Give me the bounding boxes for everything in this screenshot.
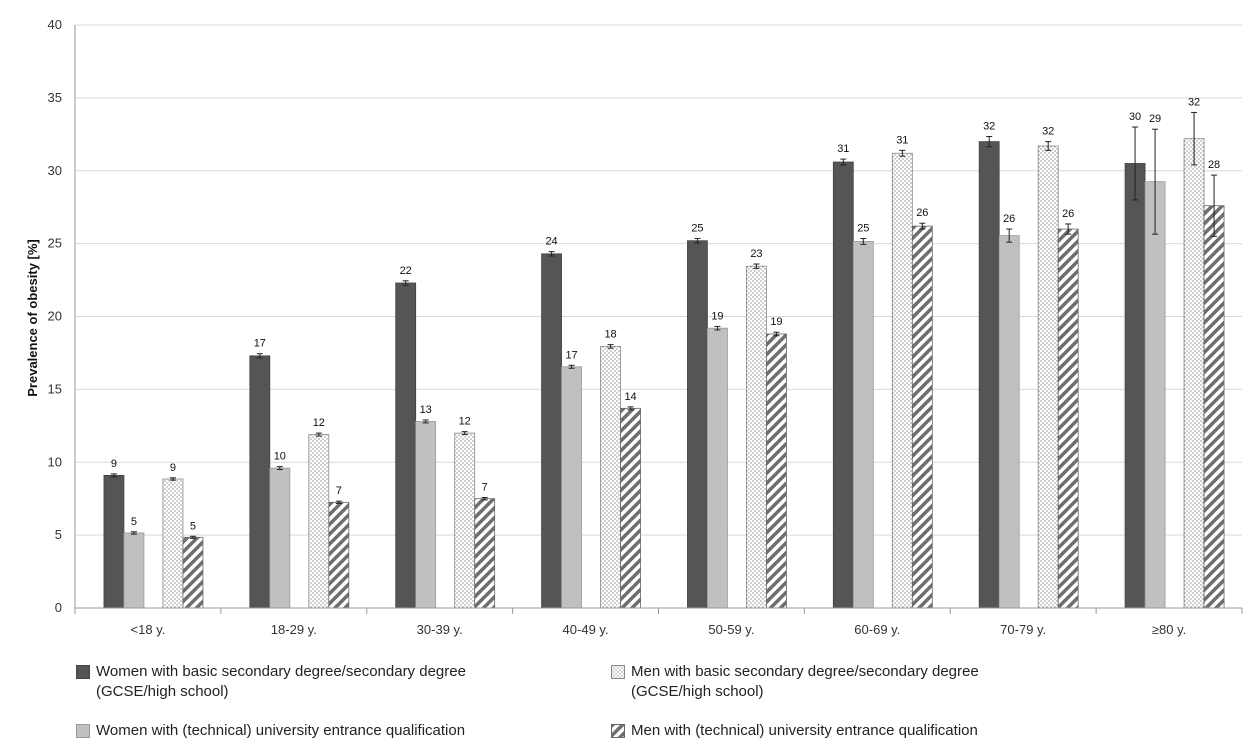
x-tick-label: <18 y. — [131, 622, 166, 637]
data-label: 7 — [336, 485, 342, 497]
y-tick-label: 30 — [48, 163, 62, 178]
data-label: 12 — [313, 417, 325, 429]
data-label: 22 — [400, 265, 412, 277]
data-label: 29 — [1149, 113, 1161, 125]
bar — [1144, 181, 1166, 609]
data-label: 32 — [1042, 126, 1054, 138]
data-label: 7 — [482, 482, 488, 494]
x-tick-label: 60-69 y. — [854, 622, 900, 637]
data-label: 9 — [170, 462, 176, 474]
bar — [707, 327, 728, 609]
bar — [746, 265, 767, 609]
bar — [891, 152, 913, 609]
bar — [620, 407, 641, 609]
data-label: 12 — [459, 416, 471, 428]
bar — [561, 366, 582, 609]
bar — [269, 467, 291, 609]
bar — [395, 282, 417, 609]
x-tick-label: 50-59 y. — [708, 622, 754, 637]
data-label: 24 — [545, 236, 557, 248]
x-tick-label: 30-39 y. — [417, 622, 463, 637]
x-tick-label: 40-49 y. — [563, 622, 609, 637]
data-label: 17 — [254, 338, 266, 350]
y-tick-label: 40 — [48, 17, 62, 32]
bar — [832, 161, 854, 609]
bar — [1057, 228, 1079, 609]
data-label: 31 — [837, 143, 849, 155]
bar — [1037, 145, 1059, 609]
bar — [1203, 205, 1225, 609]
bar — [162, 478, 184, 609]
data-label: 9 — [111, 458, 117, 470]
y-tick-label: 5 — [55, 527, 62, 542]
bar — [328, 501, 350, 609]
data-label: 31 — [896, 134, 908, 146]
data-label: 25 — [691, 223, 703, 235]
data-label: 23 — [750, 248, 762, 260]
data-label: 25 — [857, 223, 869, 235]
bar — [687, 240, 708, 609]
data-label: 26 — [1062, 208, 1074, 220]
bar — [600, 345, 621, 609]
bar — [308, 434, 330, 609]
data-label: 19 — [711, 310, 723, 322]
bar — [852, 241, 874, 609]
axes: 0 5 10 15 20 25 30 35 40 <18 y. 18-29 y. 30-39 y. 40… — [48, 17, 1243, 637]
bar — [249, 355, 271, 609]
bar — [454, 432, 476, 609]
y-tick-label: 15 — [48, 381, 62, 396]
data-label: 17 — [565, 349, 577, 361]
bar — [182, 536, 204, 609]
bar — [978, 141, 1000, 609]
x-tick-label: 70-79 y. — [1000, 622, 1046, 637]
y-tick-label: 25 — [48, 236, 62, 251]
data-label: 28 — [1208, 159, 1220, 171]
bar — [474, 498, 496, 609]
bar — [766, 333, 787, 609]
y-tick-label: 0 — [55, 600, 62, 615]
bar — [998, 235, 1020, 609]
data-label: 5 — [131, 516, 137, 528]
bar — [541, 253, 562, 609]
x-tick-label: ≥80 y. — [1152, 622, 1186, 637]
y-tick-label: 35 — [48, 90, 62, 105]
bar — [1183, 138, 1205, 609]
bars: 9 17 22 24 25 31 32 30 5 10 13 17 19 25 26 29 9 12 12 18 23 3… — [103, 96, 1225, 609]
bar — [911, 225, 933, 609]
data-label: 19 — [770, 316, 782, 328]
data-label: 10 — [274, 451, 286, 463]
data-label: 26 — [916, 207, 928, 219]
x-tick-label: 18-29 y. — [271, 622, 317, 637]
data-label: 30 — [1129, 111, 1141, 123]
bar — [1124, 163, 1146, 609]
data-label: 5 — [190, 520, 196, 532]
data-label: 26 — [1003, 213, 1015, 225]
data-label: 14 — [624, 391, 636, 403]
data-label: 18 — [604, 329, 616, 341]
data-label: 13 — [420, 404, 432, 416]
y-axis-label: Prevalence of obesity [%] — [25, 239, 40, 397]
bar — [123, 532, 145, 609]
y-tick-label: 10 — [48, 454, 62, 469]
data-label: 32 — [1188, 96, 1200, 108]
y-tick-label: 20 — [48, 309, 62, 324]
bar — [415, 421, 437, 609]
bar — [103, 474, 125, 609]
data-label: 32 — [983, 120, 995, 132]
